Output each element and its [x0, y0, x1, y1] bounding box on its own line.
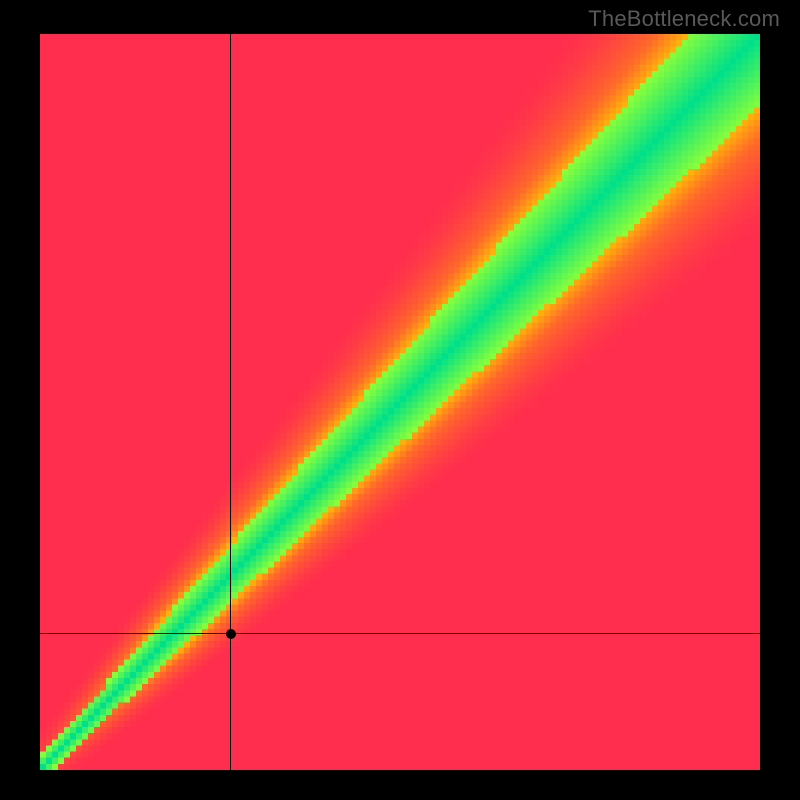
heatmap-canvas	[40, 34, 760, 770]
crosshair-vertical	[230, 34, 231, 770]
watermark-text: TheBottleneck.com	[588, 6, 780, 32]
chart-container: TheBottleneck.com	[0, 0, 800, 800]
crosshair-marker	[226, 629, 236, 639]
crosshair-horizontal	[40, 633, 760, 634]
